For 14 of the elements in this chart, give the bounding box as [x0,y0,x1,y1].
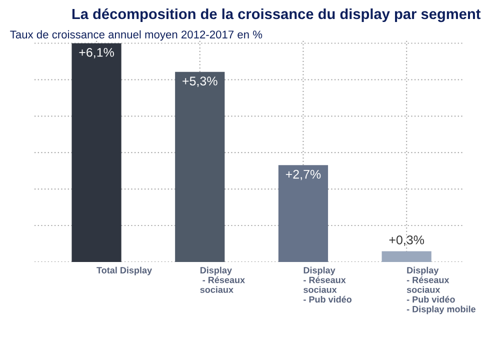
bar [278,165,328,262]
data-label: +2,7% [286,170,321,180]
data-label: +0,3% [389,236,424,246]
bar [175,72,225,262]
x-tick-label: Display - Réseaux sociaux - Pub vidéo - Display mobile [406,266,476,314]
chart-subtitle: Taux de croissance annuel moyen 2012-2017 en % [10,30,262,41]
chart-title: La décomposition de la croissance du display par segment [72,8,481,22]
data-label: +5,3% [182,76,218,87]
bar [72,43,122,262]
x-tick-label: Total Display [96,266,152,276]
x-tick-label: Display - Réseaux sociaux [200,266,245,293]
data-label: +6,1% [79,48,114,58]
bar [382,251,432,262]
x-tick-label: Display - Réseaux sociaux - Pub vidéo [304,266,352,303]
